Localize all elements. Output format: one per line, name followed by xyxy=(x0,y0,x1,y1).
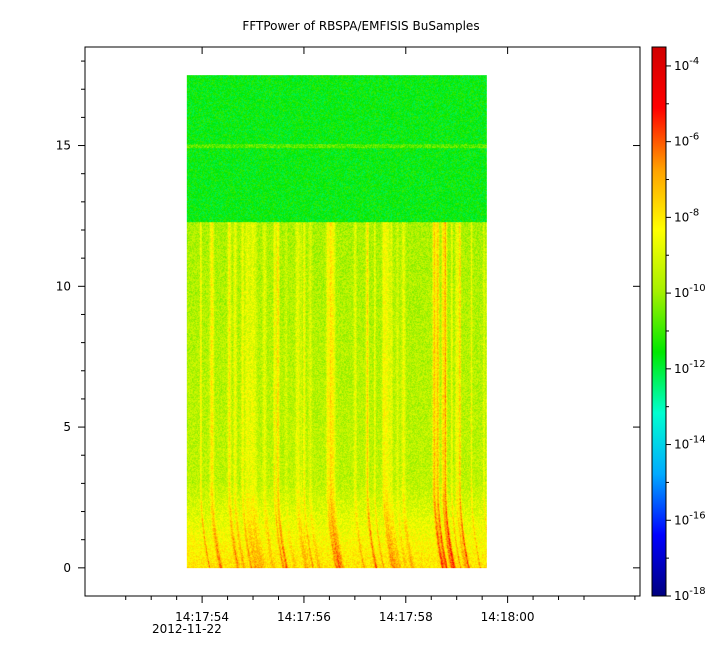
y-tick-label: 0 xyxy=(63,561,71,575)
y-tick-label: 10 xyxy=(56,279,71,293)
colorbar-tick-label: 10-12 xyxy=(674,359,706,376)
x-tick-label: 14:17:56 xyxy=(277,610,331,624)
y-tick-label: 15 xyxy=(56,139,71,153)
colorbar-tick-label: 10-14 xyxy=(674,435,706,452)
colorbar-tick-label: 10-6 xyxy=(674,132,699,149)
colorbar-tick-label: 10-18 xyxy=(674,586,706,603)
colorbar-tick-label: 10-16 xyxy=(674,510,706,527)
chart-title: FFTPower of RBSPA/EMFISIS BuSamples xyxy=(242,19,479,33)
colorbar-tick-label: 10-4 xyxy=(674,56,699,73)
x-tick-label: 14:18:00 xyxy=(481,610,535,624)
x-tick-label: 14:17:58 xyxy=(379,610,433,624)
y-axis: 0 5 10 15 xyxy=(56,60,640,575)
colorbar-gradient xyxy=(651,46,667,597)
x-date-label: 2012-11-22 xyxy=(152,622,222,636)
x-axis: 14:17:54 14:17:56 14:17:58 14:18:00 xyxy=(125,47,636,624)
colorbar-tick-label: 10-8 xyxy=(674,207,699,224)
spectrogram-image xyxy=(186,75,487,569)
x-tick-label: 14:17:54 xyxy=(175,610,229,624)
colorbar: 10-18 10-16 10-14 10-12 10-10 10-8 10-6 10-4 xyxy=(651,46,706,603)
y-tick-label: 5 xyxy=(63,420,71,434)
colorbar-tick-label: 10-10 xyxy=(674,283,706,300)
